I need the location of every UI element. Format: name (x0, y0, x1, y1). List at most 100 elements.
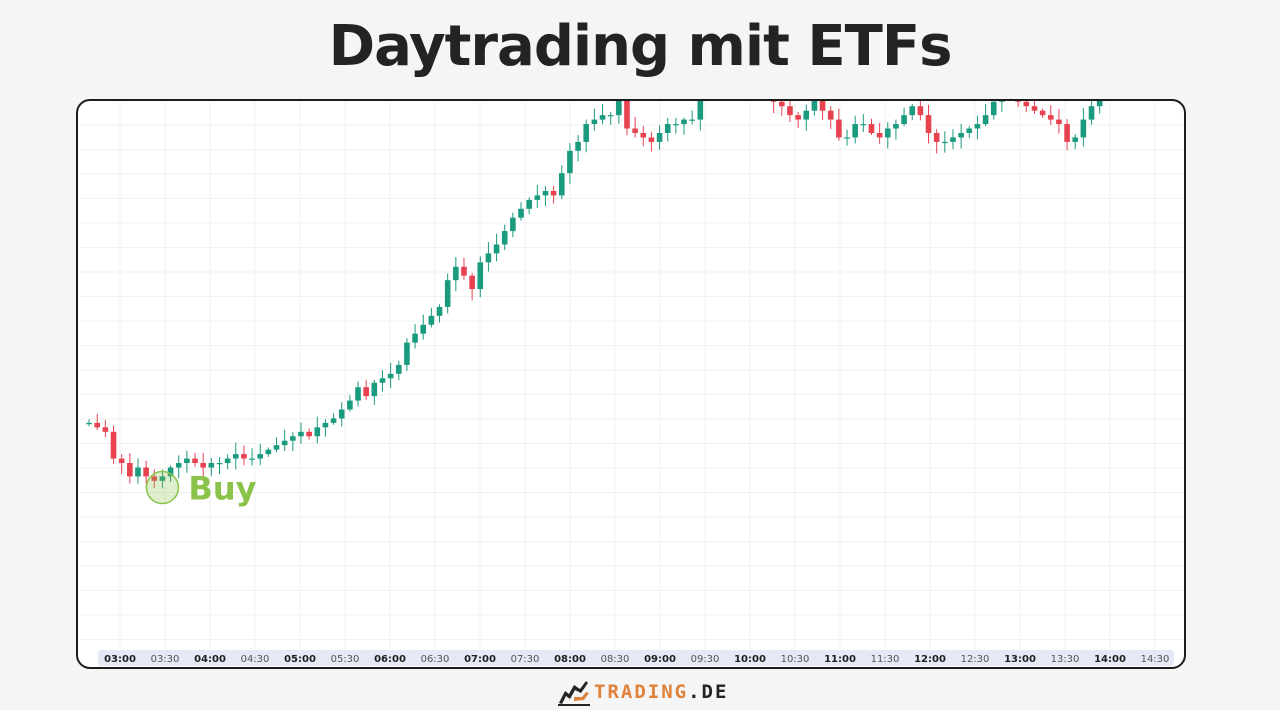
x-tick-label: 10:00 (734, 654, 766, 665)
candle-body (933, 132, 940, 142)
candle-body (379, 378, 386, 383)
candle-body (444, 280, 451, 307)
candle-body (583, 124, 590, 142)
candle-body (395, 364, 402, 374)
x-tick-label: 13:00 (1004, 654, 1036, 665)
candle-body (167, 467, 174, 477)
candle-body (909, 106, 916, 116)
candle-body (616, 101, 622, 116)
logo-wordmark: TRADING.DE (594, 681, 728, 703)
candle-body (558, 173, 565, 196)
candle-body (298, 431, 304, 437)
x-tick-label: 05:00 (284, 654, 316, 665)
candle-body (860, 124, 867, 126)
x-tick-label: 06:30 (421, 654, 450, 665)
candle-body (420, 324, 427, 334)
candle-body (477, 262, 484, 290)
x-tick-label: 07:00 (464, 654, 496, 665)
candle-body (412, 333, 418, 343)
candle-body (143, 467, 149, 477)
x-tick-label: 11:30 (871, 654, 900, 665)
candle-body (974, 124, 981, 129)
candle-body (249, 458, 255, 460)
x-tick-label: 12:00 (914, 654, 946, 665)
candle-body (591, 119, 598, 125)
x-tick-label: 12:30 (961, 654, 990, 665)
candle-body (966, 128, 973, 133)
candle-body (901, 115, 907, 125)
x-tick-label: 08:30 (601, 654, 630, 665)
candle-body (550, 190, 557, 196)
candle-body (159, 476, 166, 481)
candle-body (811, 101, 818, 111)
candle-body (697, 101, 704, 120)
candle-body (404, 342, 410, 365)
candle-body (925, 115, 932, 133)
candle-body (893, 124, 899, 129)
candle-body (958, 132, 964, 138)
candle-body (387, 373, 394, 379)
candle-body (990, 101, 997, 116)
x-tick-label: 13:30 (1051, 654, 1080, 665)
candle-body (469, 275, 475, 290)
candle-body (599, 115, 606, 120)
candle-body (118, 458, 125, 464)
candle-body (673, 124, 679, 126)
candle-body (836, 119, 842, 138)
x-tick-label: 14:00 (1094, 654, 1126, 665)
candle-body (795, 115, 801, 120)
candle-body (1015, 101, 1021, 102)
candle-body (208, 463, 215, 468)
candle-body (542, 190, 549, 196)
candle-body (232, 454, 239, 459)
x-tick-label: 03:30 (151, 654, 180, 665)
candle-body (999, 101, 1005, 102)
candle-body (127, 463, 133, 477)
candle-body (1072, 137, 1079, 142)
candle-body (265, 449, 272, 455)
candle-body (257, 454, 264, 459)
x-tick-label: 03:00 (104, 654, 136, 665)
candle-body (844, 137, 850, 139)
candle-body (819, 101, 826, 111)
buy-label: Buy (188, 470, 256, 508)
candle-body (363, 387, 369, 397)
candle-body (534, 195, 541, 200)
candle-body (290, 436, 296, 441)
candle-body (510, 217, 516, 232)
candle-body (1031, 106, 1038, 111)
candle-body (1096, 101, 1103, 107)
x-tick-label: 10:30 (781, 654, 810, 665)
candle-body (273, 445, 280, 450)
logo-main-text: TRADING (594, 681, 689, 703)
x-axis-band (98, 650, 1174, 666)
candlestick-chart: 03:00 03:30 04:00 04:30 05:00 05:30 06:00 06:30… (78, 101, 1184, 666)
candle-body (884, 128, 891, 138)
chart-title: Daytrading mit ETFs (328, 14, 953, 79)
candle-body (347, 400, 353, 410)
candle-body (640, 132, 647, 138)
candle-body (1039, 110, 1046, 116)
candle-body (192, 458, 198, 464)
candle-body (1056, 119, 1062, 125)
candle-body (94, 422, 101, 428)
candle-body (681, 119, 687, 125)
candle-body (575, 141, 581, 151)
candle-body (371, 382, 378, 397)
candle-body (1064, 124, 1070, 142)
candle-body (803, 110, 810, 120)
candle-body (950, 137, 956, 142)
candle-body (917, 106, 924, 116)
bull-bear-icon (558, 681, 590, 706)
logo-tld-text: .DE (688, 681, 729, 703)
candle-body (102, 427, 109, 432)
x-tick-label: 08:00 (554, 654, 586, 665)
x-tick-label: 05:30 (331, 654, 360, 665)
candle-body (355, 387, 361, 401)
candle-body (624, 101, 630, 129)
x-tick-label: 07:30 (511, 654, 540, 665)
x-tick-label: 14:30 (1141, 654, 1170, 665)
candle-body (224, 458, 231, 464)
candle-body (1088, 106, 1095, 120)
candle-body (942, 141, 948, 144)
